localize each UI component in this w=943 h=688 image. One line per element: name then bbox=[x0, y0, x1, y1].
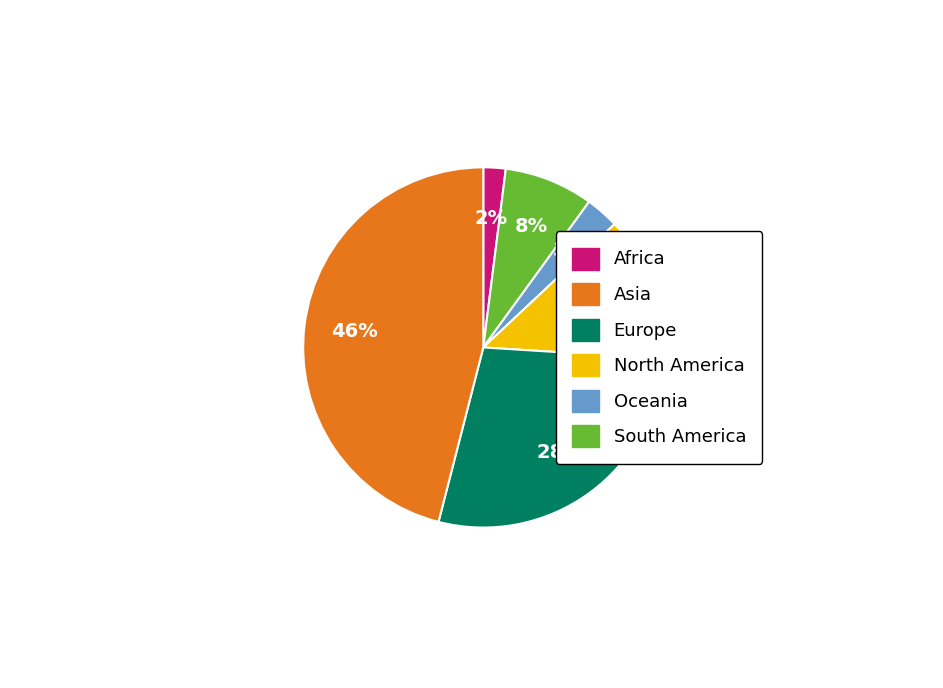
Wedge shape bbox=[303, 167, 484, 522]
Wedge shape bbox=[483, 167, 505, 347]
Text: 13%: 13% bbox=[582, 294, 629, 313]
Text: 3%: 3% bbox=[553, 241, 586, 259]
Wedge shape bbox=[484, 224, 664, 358]
Text: 8%: 8% bbox=[515, 217, 548, 237]
Wedge shape bbox=[438, 347, 663, 528]
Text: 2%: 2% bbox=[475, 208, 508, 228]
Wedge shape bbox=[484, 202, 615, 347]
Wedge shape bbox=[484, 169, 589, 347]
Text: 28%: 28% bbox=[537, 443, 583, 462]
Legend: Africa, Asia, Europe, North America, Oceania, South America: Africa, Asia, Europe, North America, Oce… bbox=[555, 231, 762, 464]
Text: 46%: 46% bbox=[331, 322, 378, 341]
